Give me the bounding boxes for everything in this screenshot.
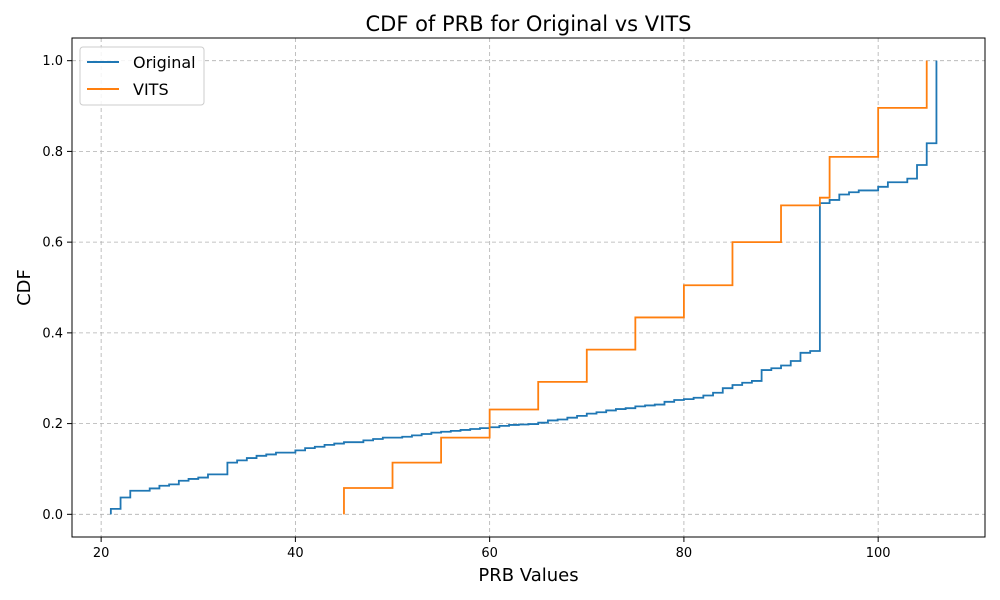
legend-label-original: Original	[133, 53, 196, 72]
y-tick-label: 1.0	[42, 54, 63, 69]
x-tick-label: 40	[287, 546, 304, 561]
y-axis-label: CDF	[14, 269, 35, 306]
x-tick-label: 80	[676, 546, 693, 561]
y-tick-label: 0.2	[42, 417, 63, 432]
y-tick-label: 0.6	[42, 236, 63, 251]
y-tick-label: 0.4	[42, 326, 63, 341]
series-line-vits	[343, 60, 928, 515]
x-tick-label: 60	[481, 546, 498, 561]
x-axis-label: PRB Values	[478, 565, 578, 586]
legend-label-vits: VITS	[133, 80, 169, 99]
chart-title: CDF of PRB for Original vs VITS	[365, 12, 691, 36]
y-tick-label: 0.8	[42, 145, 63, 160]
axis-ticks: 20 40 60 80 100 0.0 0.2 0.4 0.6 0.8 1.0	[42, 54, 890, 561]
x-tick-label: 100	[866, 546, 891, 561]
legend: Original VITS	[79, 46, 205, 106]
y-tick-label: 0.0	[42, 508, 63, 523]
x-tick-label: 20	[93, 546, 110, 561]
plot-area-frame	[71, 37, 986, 538]
series-lines	[109, 60, 938, 515]
series-line-original	[109, 60, 938, 515]
